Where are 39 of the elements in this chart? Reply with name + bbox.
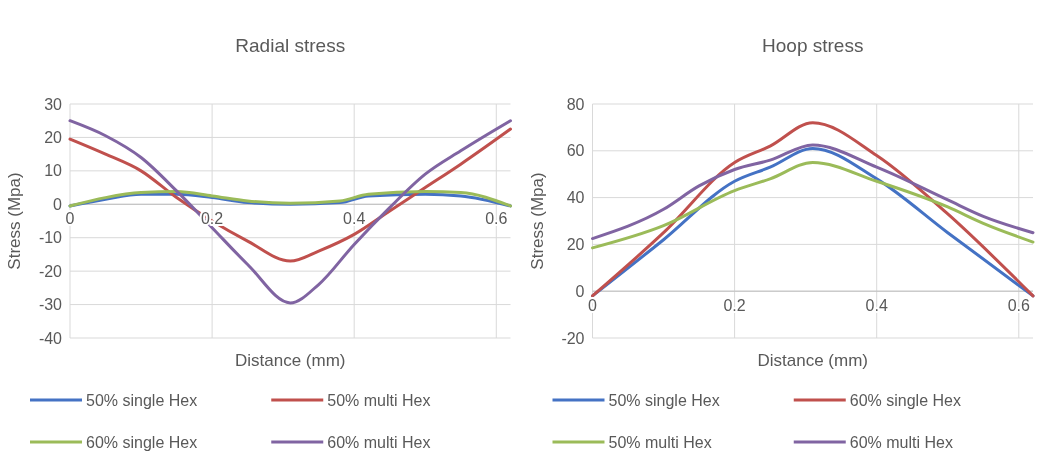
y-tick-label: 0 [575,282,585,300]
x-tick-label: 0.4 [865,297,888,315]
legend-label: 50% single Hex [608,391,720,409]
legend-label: 60% multi Hex [327,433,431,451]
y-tick-label: -10 [38,229,63,247]
y-tick-label: -40 [38,329,63,347]
legend-label: 60% multi Hex [849,433,953,451]
legend-label: 60% single Hex [849,391,961,409]
y-tick-label: 30 [44,95,63,113]
x-tick-label: 0.2 [723,297,746,315]
y-axis-title: Stress (Mpa) [5,172,24,270]
y-axis-title: Stress (Mpa) [527,172,547,270]
line-series [68,127,512,263]
y-tick-label: 20 [566,236,585,253]
line-series [591,143,1035,241]
legend-label: 60% single Hex [86,433,198,451]
x-tick-label: 0.4 [343,210,366,228]
y-tick-label: 10 [44,162,63,180]
chart-title: Hoop stress [762,35,864,56]
x-axis-title: Distance (mm) [234,351,346,370]
y-tick-label: 80 [566,95,585,113]
line-series [591,161,1035,250]
x-tick-label: 0 [588,297,598,315]
legend-label: 50% multi Hex [608,433,712,451]
y-tick-label: 40 [566,189,585,207]
y-tick-label: -30 [38,296,63,314]
y-tick-label: -20 [561,329,585,347]
y-tick-label: 0 [53,195,63,213]
x-tick-label: 0.6 [1007,297,1031,315]
legend-label: 50% multi Hex [327,391,431,409]
y-tick-label: 60 [566,142,585,160]
y-tick-label: -20 [38,262,63,280]
line-series [68,119,512,305]
legend-label: 50% single Hex [86,391,198,409]
chart-title: Radial stress [235,35,346,56]
x-tick-label: 0 [65,210,75,228]
x-tick-label: 0.6 [485,210,508,228]
x-axis-title: Distance (mm) [757,351,869,370]
y-tick-label: 20 [44,129,63,147]
